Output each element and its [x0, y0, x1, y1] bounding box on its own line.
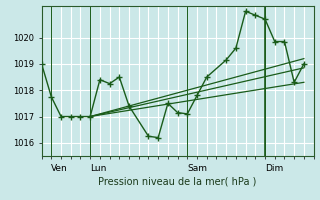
X-axis label: Pression niveau de la mer( hPa ): Pression niveau de la mer( hPa ) — [99, 177, 257, 187]
